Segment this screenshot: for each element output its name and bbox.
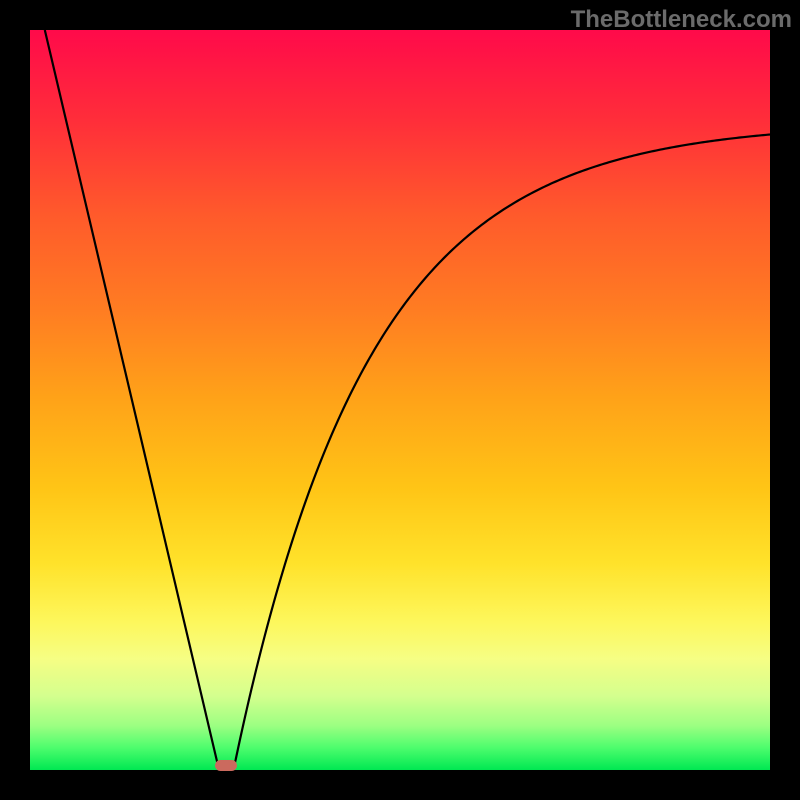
- curve-layer: [30, 30, 770, 770]
- minimum-marker: [215, 760, 237, 770]
- chart-container: TheBottleneck.com: [0, 0, 800, 800]
- watermark-text: TheBottleneck.com: [571, 6, 792, 34]
- bottleneck-curve: [45, 30, 770, 769]
- plot-area: [30, 30, 770, 770]
